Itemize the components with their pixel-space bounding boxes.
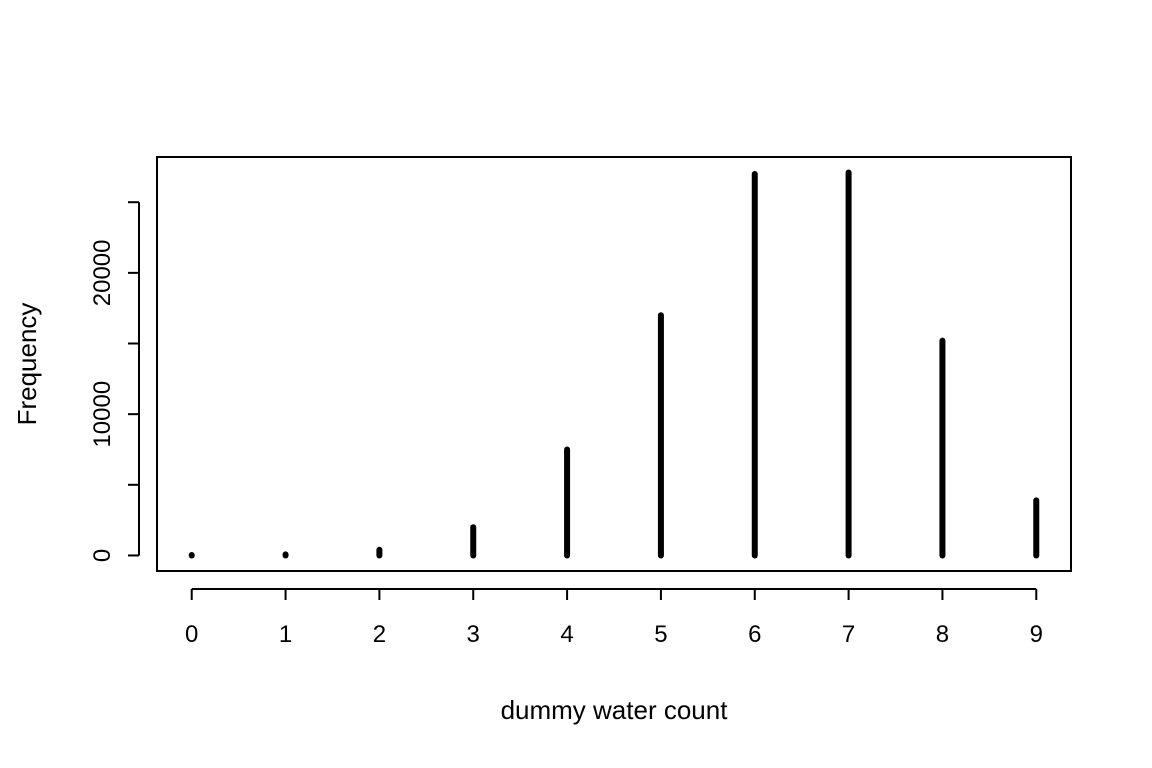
x-tick-label-7: 7 [842,621,855,648]
y-axis-title: Frequency [12,303,42,426]
bars-layer [188,169,1040,559]
x-axis: 0 1 2 3 4 5 6 7 8 9 [185,588,1043,648]
y-tick-label-10000: 10000 [89,381,116,448]
y-tick-label-20000: 20000 [89,239,116,306]
plot-area-frame [156,156,1072,572]
x-tick-label-8: 8 [936,621,949,648]
x-axis-title: dummy water count [501,695,729,725]
x-tick-label-0: 0 [185,621,198,648]
x-tick-label-3: 3 [467,621,480,648]
x-tick-label-6: 6 [748,621,761,648]
x-tick-label-9: 9 [1030,621,1043,648]
x-tick-label-5: 5 [654,621,667,648]
x-tick-label-2: 2 [373,621,386,648]
y-axis: 0 10000 20000 [89,201,140,562]
x-tick-label-4: 4 [560,621,573,648]
x-tick-label-1: 1 [279,621,292,648]
y-tick-label-0: 0 [89,549,116,562]
